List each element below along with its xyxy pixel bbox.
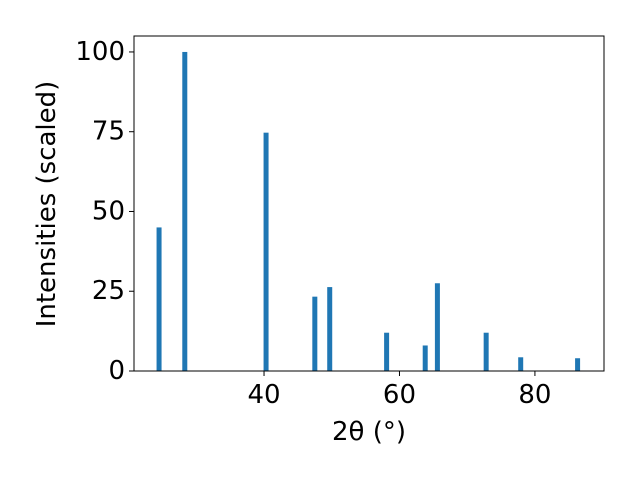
bar (422, 345, 428, 371)
bar (384, 332, 390, 371)
y-tick-label: 0 (108, 356, 125, 386)
bar (312, 296, 318, 371)
bar (518, 357, 524, 371)
x-tick-label: 60 (383, 380, 416, 410)
y-tick-label: 100 (75, 37, 125, 67)
y-tick-label: 50 (92, 196, 125, 226)
x-tick-label: 80 (518, 380, 551, 410)
plot-frame (133, 35, 605, 372)
bar (182, 51, 188, 371)
bar (575, 358, 581, 371)
bar (327, 287, 333, 371)
x-tick-label: 40 (247, 380, 280, 410)
y-tick-label: 75 (92, 117, 125, 147)
bar (483, 332, 489, 371)
y-axis-label: Intensities (scaled) (32, 81, 62, 328)
bar (156, 227, 162, 371)
bar (434, 283, 440, 371)
y-tick-label: 25 (92, 276, 125, 306)
bar (263, 132, 269, 371)
x-axis-label: 2θ (°) (332, 417, 406, 447)
